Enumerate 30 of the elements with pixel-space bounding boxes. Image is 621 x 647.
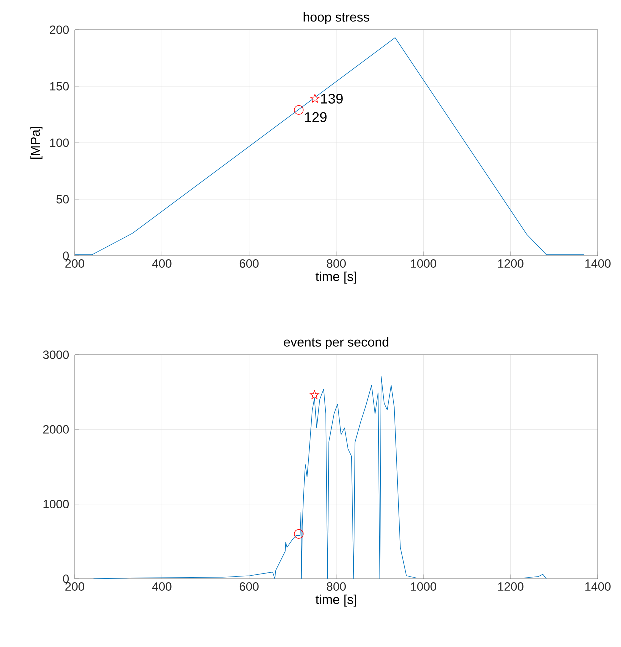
x-tick-label: 800 — [327, 582, 346, 591]
x-tick-label: 1400 — [586, 260, 611, 268]
x-tick-label: 1400 — [586, 582, 611, 591]
x-tick-label: 1200 — [498, 260, 524, 268]
y-tick-label: 0 — [63, 574, 70, 584]
x-tick-label: 1200 — [498, 582, 524, 591]
y-tick-label: 1000 — [44, 500, 70, 509]
y-tick-label: 50 — [56, 195, 70, 204]
x-axis-title: time [s] — [316, 272, 356, 284]
x-tick-label: 1000 — [411, 260, 436, 268]
x-axis-title: time [s] — [316, 594, 356, 607]
y-tick-label: 0 — [63, 252, 70, 260]
line-series — [75, 38, 585, 256]
y-tick-label: 3000 — [43, 350, 70, 360]
x-tick-label: 600 — [240, 582, 259, 591]
x-tick-label: 600 — [240, 260, 259, 268]
x-tick-label: 400 — [152, 260, 172, 268]
x-tick-label: 400 — [152, 582, 172, 591]
y-tick-label: 100 — [50, 138, 70, 148]
y-tick-label: 200 — [50, 26, 70, 34]
chart-title: events per second — [284, 337, 389, 350]
y-tick-label: 2000 — [43, 425, 70, 434]
y-axis-title: [MPa] — [30, 127, 43, 159]
chart-title: hoop stress — [304, 12, 370, 24]
line-series — [93, 376, 547, 579]
data-label: 139 — [321, 94, 343, 104]
x-tick-label: 800 — [327, 260, 346, 268]
data-label: 129 — [305, 112, 327, 122]
y-tick-label: 150 — [50, 82, 70, 91]
x-tick-label: 1000 — [411, 582, 436, 591]
